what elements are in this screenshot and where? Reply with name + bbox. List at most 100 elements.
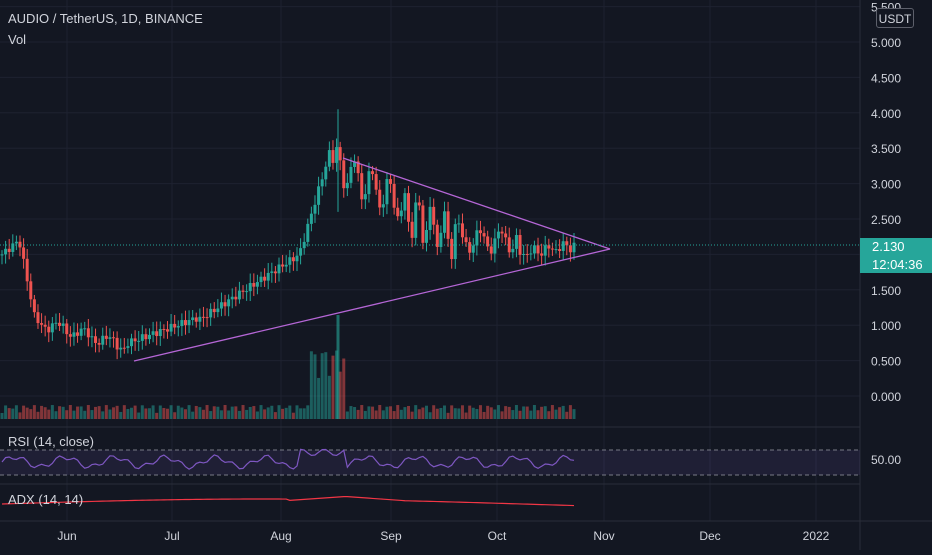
candle-body	[396, 207, 400, 217]
price-tick-label: 0.500	[871, 355, 901, 369]
candle-body	[496, 231, 500, 239]
volume-bar	[561, 405, 565, 419]
candle-body	[281, 264, 285, 267]
rsi-legend[interactable]: RSI (14, close)	[8, 434, 94, 449]
volume-bar	[428, 412, 432, 419]
volume-bar	[169, 405, 173, 419]
candle-body	[22, 247, 26, 259]
volume-bar	[230, 406, 234, 419]
candle-body	[475, 230, 479, 246]
volume-bar	[140, 405, 144, 419]
upper-trendline[interactable]	[342, 157, 611, 250]
candle-body	[299, 248, 303, 256]
candle-body	[407, 193, 411, 222]
candle-body	[162, 328, 166, 330]
candle-body	[428, 206, 432, 230]
volume-bar	[342, 358, 346, 419]
candle-body	[212, 308, 216, 313]
volume-bar	[453, 408, 457, 419]
lower-trendline[interactable]	[133, 248, 611, 362]
candle-body	[32, 299, 36, 313]
candle-body	[68, 334, 72, 337]
volume-bar	[500, 411, 504, 419]
volume-bar	[525, 406, 529, 419]
candle-body	[410, 221, 414, 238]
candle-body	[381, 204, 385, 208]
candle-body	[399, 210, 403, 217]
candle-body	[58, 322, 62, 326]
candle-body	[273, 271, 277, 274]
volume-bar	[108, 409, 112, 419]
volume-bar	[155, 412, 159, 419]
volume-bar	[457, 408, 461, 419]
candle-body	[389, 179, 393, 184]
candle-body	[353, 161, 357, 167]
candle-body	[43, 324, 47, 327]
volume-bar	[309, 351, 313, 419]
candle-body	[108, 337, 112, 339]
volume-bar	[446, 412, 450, 419]
time-axis[interactable]: Jun Jul Aug Sep Oct Nov Dec 2022	[57, 529, 829, 543]
volume-bar	[263, 409, 267, 419]
volume-bar	[252, 406, 256, 419]
volume-bar	[198, 407, 202, 419]
time-tick-label: Oct	[488, 529, 507, 543]
volume-bar	[306, 405, 310, 419]
volume-bar	[349, 406, 353, 419]
volume-bar	[460, 405, 464, 419]
candle-body	[363, 194, 367, 200]
volume-bar	[356, 409, 360, 419]
candle-body	[11, 243, 15, 252]
price-axis[interactable]: 5.5005.0004.5004.0003.5003.0002.5002.000…	[871, 1, 901, 404]
volume-bar	[432, 405, 436, 419]
candle-body	[133, 338, 137, 342]
candle-body	[209, 308, 213, 318]
candle-body	[529, 253, 533, 255]
volume-bar	[299, 408, 303, 419]
volume-bar	[489, 407, 493, 419]
candle-body	[201, 316, 205, 318]
candle-body	[450, 238, 454, 260]
volume-bar	[374, 410, 378, 419]
candle-body	[392, 183, 396, 208]
candle-body	[540, 253, 544, 256]
candle-body	[500, 231, 504, 234]
volume-bar	[288, 405, 292, 419]
symbol-title[interactable]: AUDIO / TetherUS, 1D, BINANCE	[8, 11, 203, 26]
volume-bar	[79, 406, 83, 419]
volume-bar	[151, 405, 155, 419]
candle-body	[468, 242, 472, 253]
grid-lines	[0, 0, 860, 521]
candle-body	[302, 241, 306, 249]
volume-bar	[421, 407, 425, 419]
currency-button[interactable]: USDT	[876, 8, 914, 28]
volume-bar	[40, 405, 44, 419]
candle-body	[277, 264, 281, 274]
volume-bar	[482, 411, 486, 419]
volume-bar	[270, 405, 274, 419]
candle-body	[83, 328, 87, 330]
volume-bar	[468, 405, 472, 419]
candle-body	[453, 224, 457, 260]
candle-body	[335, 147, 339, 163]
time-tick-label: Dec	[699, 529, 720, 543]
volume-bar	[565, 411, 569, 419]
volume-bar	[532, 405, 536, 419]
volume-bar	[504, 406, 508, 419]
candle-body	[342, 160, 346, 189]
volume-bar	[147, 408, 151, 419]
volume-bar	[237, 410, 241, 419]
volume-bar	[475, 408, 479, 419]
time-tick-label: Aug	[270, 529, 291, 543]
volume-legend[interactable]: Vol	[8, 32, 27, 47]
candle-body	[518, 235, 522, 255]
volume-bar	[363, 410, 367, 419]
volume-bar	[324, 352, 328, 419]
candle-body	[169, 323, 173, 332]
adx-legend[interactable]: ADX (14, 14)	[8, 492, 84, 507]
candle-body	[439, 232, 443, 247]
volume-bar	[392, 411, 396, 419]
candle-body	[54, 322, 58, 324]
